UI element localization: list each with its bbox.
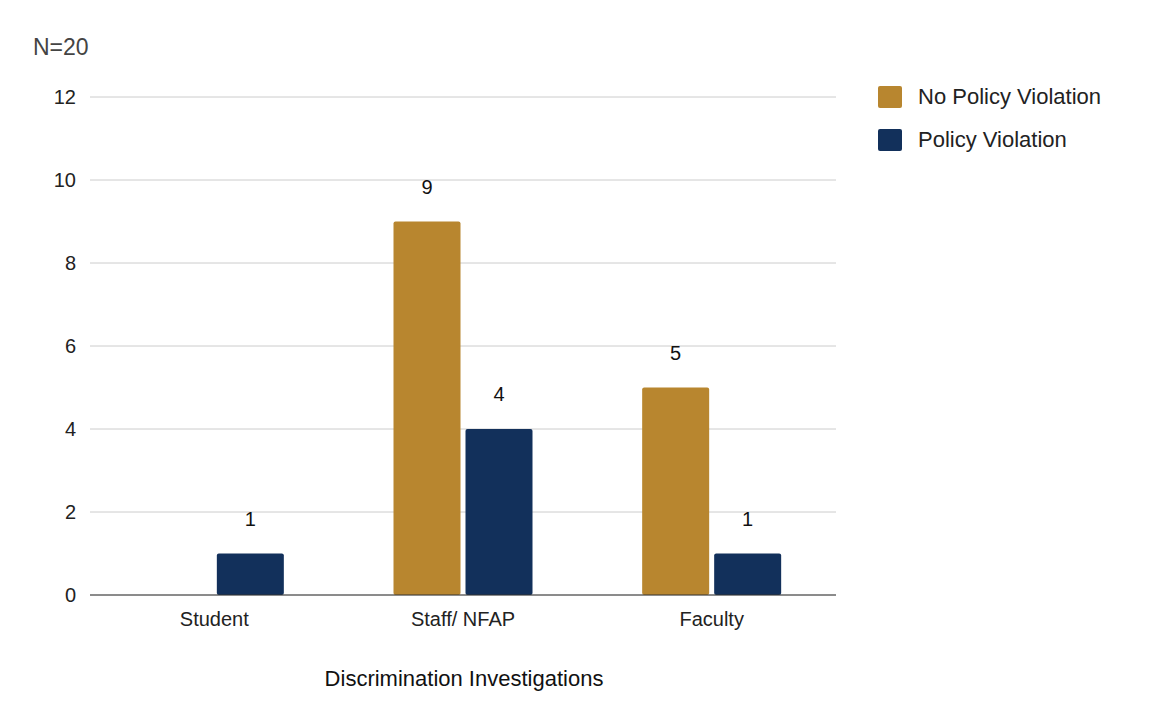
x-axis-line	[90, 594, 836, 595]
bar	[466, 429, 533, 595]
legend: No Policy Violation Policy Violation	[878, 84, 1101, 152]
bar	[217, 554, 284, 596]
bar	[394, 222, 461, 596]
chart-title: N=20	[33, 34, 89, 60]
x-tick-label: Staff/ NFAP	[411, 608, 515, 630]
legend-label: Policy Violation	[918, 127, 1067, 152]
grid-line	[90, 263, 836, 264]
data-labels: 1 9 4 5 1	[245, 176, 753, 530]
bar	[642, 388, 709, 596]
grid-line	[90, 97, 836, 98]
grid-line	[90, 512, 836, 513]
y-tick-label: 0	[65, 584, 76, 606]
x-tick-label: Student	[180, 608, 249, 630]
data-label: 5	[670, 342, 681, 364]
x-tick-label: Faculty	[679, 608, 743, 630]
y-tick-label: 4	[65, 418, 76, 440]
x-axis-label: Discrimination Investigations	[325, 666, 604, 691]
data-label: 1	[245, 508, 256, 530]
legend-label: No Policy Violation	[918, 84, 1101, 109]
y-tick-label: 6	[65, 335, 76, 357]
grid-line	[90, 346, 836, 347]
grid-line	[90, 180, 836, 181]
grid-line	[90, 595, 836, 596]
y-tick-label: 2	[65, 501, 76, 523]
data-label: 4	[493, 383, 504, 405]
chart-svg: 0 2 4 6 8 10 12 1 9 4 5 1 Student Staff/ NFAP Faculty N…	[0, 0, 1174, 724]
legend-swatch	[878, 86, 902, 108]
y-tick-label: 12	[54, 86, 76, 108]
y-tick-label: 10	[54, 169, 76, 191]
chart-container: 0 2 4 6 8 10 12 1 9 4 5 1 Student Staff/ NFAP Faculty N…	[0, 0, 1174, 724]
data-label: 1	[742, 508, 753, 530]
bars	[217, 222, 781, 596]
legend-swatch	[878, 129, 902, 151]
grid-line	[90, 429, 836, 430]
data-label: 9	[421, 176, 432, 198]
bar	[714, 554, 781, 596]
y-tick-label: 8	[65, 252, 76, 274]
